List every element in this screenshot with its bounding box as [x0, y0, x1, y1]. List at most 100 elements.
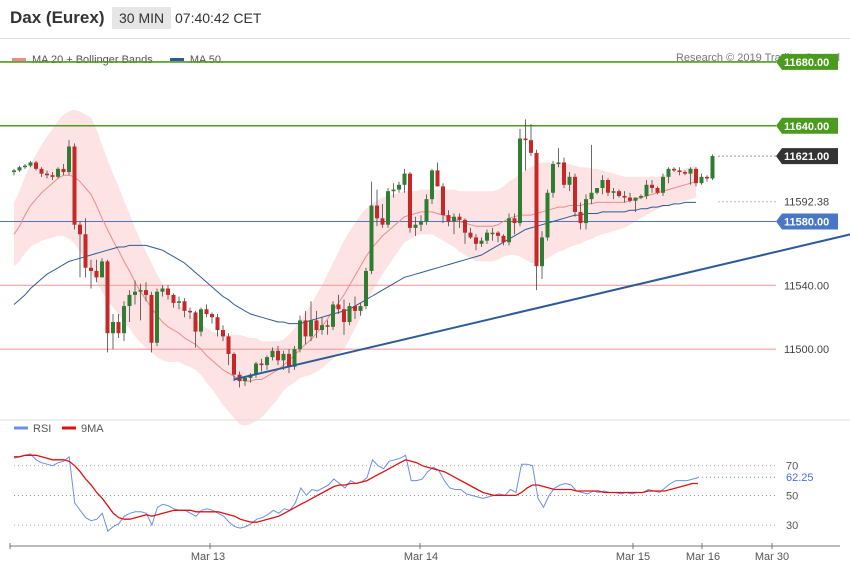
- candle-body: [243, 377, 247, 382]
- chart-header: Dax (Eurex) 30 MIN 07:40:42 CET: [0, 0, 850, 39]
- candle-body: [72, 146, 77, 225]
- candle-body: [276, 350, 280, 361]
- candlesticks: [12, 119, 715, 388]
- rsi-legend-label: RSI: [33, 423, 51, 435]
- time-axis: Mar 13 Mar 14 Mar 15 Mar 16 Mar 30: [9, 543, 840, 563]
- price-label: 11592.38: [784, 197, 829, 209]
- candle-body: [287, 353, 291, 367]
- candle-body: [424, 199, 429, 222]
- candle-body: [188, 310, 192, 313]
- candle-body: [210, 314, 214, 318]
- candle-body: [199, 309, 203, 332]
- candle-body: [67, 146, 71, 173]
- candle-body: [160, 288, 165, 292]
- candle-body: [380, 218, 385, 225]
- price-label: 11621.00: [784, 151, 829, 163]
- time-axis-label: Mar 15: [616, 551, 650, 563]
- candle-body: [298, 320, 302, 350]
- ma50-swatch-icon: [169, 58, 184, 61]
- bollinger-band: [14, 109, 696, 426]
- candle-body: [419, 221, 423, 225]
- candle-body: [573, 176, 577, 212]
- candle-body: [155, 291, 159, 343]
- candle-body: [320, 325, 324, 331]
- rsi-line: [13, 453, 699, 532]
- candle-body: [83, 234, 88, 268]
- candle-body: [606, 180, 610, 193]
- candle-body: [303, 320, 308, 337]
- candle-body: [463, 219, 467, 233]
- candle-body: [369, 205, 374, 271]
- candle-body: [633, 197, 638, 201]
- candle-body: [611, 191, 616, 193]
- candle-body: [485, 232, 489, 241]
- candle-body: [94, 270, 99, 278]
- candle-body: [556, 162, 561, 165]
- bollinger-band-area: [14, 109, 696, 426]
- interval-badge[interactable]: 30 MIN: [112, 7, 172, 29]
- candle-body: [589, 192, 594, 200]
- candle-body: [639, 195, 643, 198]
- price-label: 11540.00: [784, 280, 829, 292]
- candle-body: [529, 140, 533, 153]
- candle-body: [688, 168, 693, 174]
- candle-body: [496, 232, 500, 236]
- rsi-panel: 70 50 30 62.25 RSI 9MA: [0, 419, 850, 532]
- candle-body: [78, 224, 82, 235]
- candle-body: [342, 309, 346, 323]
- candle-body: [595, 187, 599, 193]
- candle-body: [683, 172, 687, 174]
- candle-body: [545, 192, 550, 238]
- candle-body: [204, 309, 209, 315]
- candle-body: [221, 330, 225, 337]
- candle-body: [325, 325, 330, 327]
- candle-body: [534, 152, 539, 267]
- rsi-tick-label: 70: [786, 461, 798, 473]
- price-badge-bg: [776, 53, 838, 70]
- instrument-title: Dax (Eurex): [10, 8, 105, 27]
- candle-body: [584, 199, 588, 224]
- candle-body: [281, 353, 286, 361]
- candle-body: [666, 168, 671, 177]
- candle-body: [39, 168, 44, 174]
- candle-body: [430, 170, 434, 200]
- candle-body: [650, 184, 654, 188]
- candle-body: [347, 306, 352, 323]
- candle-body: [540, 237, 544, 267]
- candle-body: [127, 294, 132, 307]
- candle-body: [259, 363, 264, 366]
- rsi-tick-label: 30: [786, 520, 798, 532]
- candle-body: [567, 176, 572, 185]
- candle-body: [694, 168, 698, 184]
- candle-body: [138, 290, 143, 292]
- candle-body: [265, 357, 269, 366]
- rsi-tick-label: 50: [786, 490, 798, 502]
- trend-annotations: [233, 233, 850, 381]
- candle-body: [133, 291, 137, 295]
- candle-body: [353, 306, 357, 311]
- candle-body: [336, 304, 341, 310]
- candle-body: [672, 168, 676, 171]
- candle-body: [182, 301, 187, 311]
- ma20-swatch-icon: [12, 58, 26, 61]
- candle-body: [45, 173, 49, 176]
- candle-body: [105, 261, 110, 334]
- candle-body: [254, 363, 258, 375]
- candle-body: [617, 191, 621, 196]
- ma20-line: [13, 174, 697, 382]
- candle-body: [551, 164, 555, 193]
- candle-body: [292, 349, 297, 367]
- candle-body: [518, 138, 522, 224]
- candle-body: [28, 162, 33, 166]
- candle-body: [270, 350, 275, 358]
- candle-body: [358, 306, 363, 311]
- candle-body: [523, 138, 528, 141]
- candle-body: [474, 237, 478, 244]
- candle-body: [89, 267, 93, 271]
- candle-body: [193, 312, 198, 332]
- candle-body: [628, 197, 632, 201]
- price-label: 11680.00: [784, 57, 829, 69]
- candle-body: [562, 162, 566, 185]
- candle-body: [661, 176, 665, 193]
